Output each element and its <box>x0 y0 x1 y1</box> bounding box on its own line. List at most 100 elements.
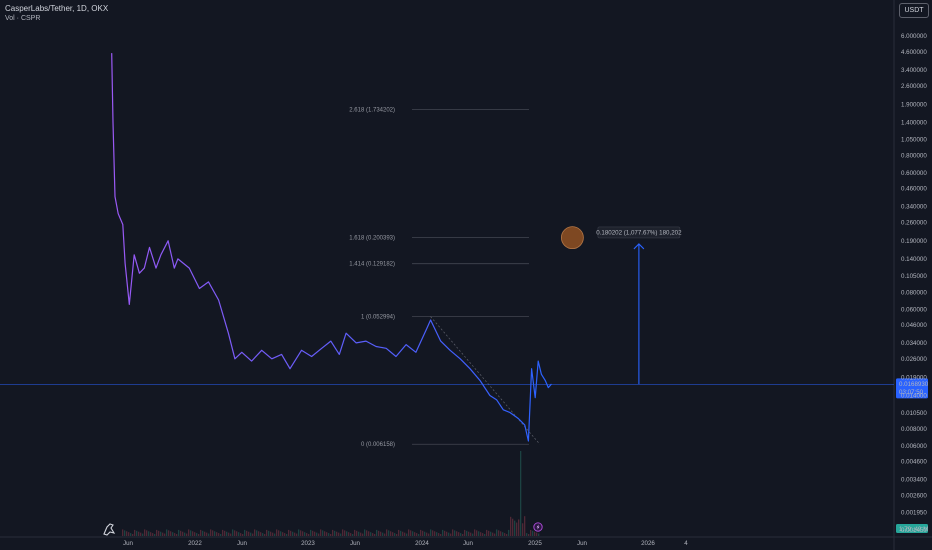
volume-bar <box>258 531 260 536</box>
fib-retracement[interactable]: 2.618 (1.734202) 1.618 (0.200393) 1.414 (0… <box>349 108 541 449</box>
volume-legend[interactable]: Vol · CSPR <box>5 15 41 22</box>
volume-bar <box>164 533 166 536</box>
volume-bar <box>234 530 236 536</box>
volume-bar <box>208 533 210 536</box>
volume-bar <box>202 530 204 536</box>
volume-bar <box>420 529 422 536</box>
volume-bar <box>190 530 192 536</box>
price-tick-label: 0.190000 <box>901 238 927 245</box>
price-tick-label: 0.105000 <box>901 273 927 280</box>
volume-bar <box>274 533 276 536</box>
volume-bar <box>504 533 506 536</box>
price-tick-label: 0.460000 <box>901 186 927 193</box>
volume-bar <box>410 530 412 536</box>
time-tick-label: 2025 <box>528 540 542 547</box>
time-tick-label: 2024 <box>415 540 429 547</box>
volume-bar <box>194 532 196 536</box>
price-badge-value: 0.0168930 <box>899 381 929 388</box>
volume-bar <box>462 534 464 536</box>
volume-bars <box>122 451 540 536</box>
volume-bar <box>530 529 532 536</box>
volume-bar <box>356 530 358 536</box>
price-tick-label: 0.034000 <box>901 340 927 347</box>
volume-bar <box>358 531 360 536</box>
price-badge[interactable] <box>896 378 928 399</box>
currency-selector[interactable]: USDT <box>899 3 929 18</box>
volume-bar <box>460 533 462 536</box>
volume-bar <box>440 534 442 536</box>
volume-bar <box>188 529 190 536</box>
projection-label: 0.180202 (1,077.67%) 180,202 <box>596 230 682 237</box>
price-tick-label: 1.900000 <box>901 101 927 108</box>
volume-bar <box>524 516 526 536</box>
fib-level-label: 2.618 (1.734202) <box>349 108 395 114</box>
price-line[interactable] <box>111 53 552 442</box>
volume-bar <box>308 534 310 536</box>
price-tick-label: 0.006000 <box>901 443 927 450</box>
volume-bar <box>370 532 372 536</box>
volume-bar <box>510 516 512 536</box>
volume-bar <box>262 533 264 536</box>
fib-trend-line[interactable] <box>430 316 541 445</box>
volume-bar <box>140 532 142 536</box>
price-tick-label: 0.008000 <box>901 426 927 433</box>
volume-bar <box>232 529 234 536</box>
price-badge-countdown: 03:07:50 <box>899 389 924 396</box>
time-tick-label: Jun <box>237 540 248 547</box>
volume-bar <box>452 529 454 536</box>
volume-bar <box>212 530 214 536</box>
volume-bar <box>446 531 448 536</box>
price-tick-label: 0.060000 <box>901 306 927 313</box>
price-series[interactable] <box>111 53 552 442</box>
volume-bar <box>380 531 382 536</box>
volume-bar <box>518 519 520 536</box>
volume-bar <box>336 531 338 536</box>
volume-bar <box>364 529 366 536</box>
volume-bar <box>220 534 222 536</box>
lightning-icon[interactable] <box>533 522 543 532</box>
price-tick-label: 0.026000 <box>901 356 927 363</box>
volume-bar <box>198 534 200 536</box>
fib-level-label: 1.414 (0.129182) <box>349 262 395 268</box>
price-tick-label: 4.600000 <box>901 49 927 56</box>
volume-bar <box>486 529 488 536</box>
time-tick-label: Jun <box>123 540 134 547</box>
volume-bar <box>278 530 280 536</box>
volume-bar <box>488 530 490 536</box>
volume-bar <box>478 531 480 536</box>
volume-bar <box>322 530 324 536</box>
volume-bar <box>196 533 198 536</box>
price-axis[interactable]: 6.000000 4.600000 3.400000 2.600000 1.900000… <box>901 33 927 534</box>
symbol-title[interactable]: CasperLabs/Tether, 1D, OKX <box>5 4 109 13</box>
volume-bar <box>288 529 290 536</box>
volume-bar <box>366 530 368 536</box>
volume-bar <box>230 533 232 536</box>
volume-bar <box>156 529 158 536</box>
volume-bar <box>522 523 524 536</box>
target-circle[interactable] <box>560 226 584 250</box>
volume-bar <box>506 534 508 536</box>
volume-bar <box>444 530 446 536</box>
volume-bar <box>412 531 414 536</box>
volume-bar <box>146 530 148 536</box>
volume-bar <box>450 533 452 536</box>
price-tick-label: 0.010500 <box>901 410 927 417</box>
time-axis[interactable]: Jun 2022 Jun 2023 Jun 2024 Jun 2025 Jun 2026 4 <box>123 540 688 547</box>
volume-bar <box>418 534 420 536</box>
price-tick-label: 0.003400 <box>901 477 927 484</box>
volume-bar <box>458 532 460 536</box>
price-tick-label: 0.014000 <box>901 393 927 400</box>
volume-bar <box>192 531 194 536</box>
volume-bar <box>134 529 136 536</box>
volume-bar <box>128 532 130 536</box>
volume-bar <box>394 533 396 536</box>
volume-bar <box>214 531 216 536</box>
volume-bar <box>464 529 466 536</box>
volume-bar <box>514 520 516 536</box>
volume-bar <box>432 530 434 536</box>
volume-bar <box>222 529 224 536</box>
time-tick-label: Jun <box>577 540 588 547</box>
price-tick-label: 6.000000 <box>901 33 927 40</box>
